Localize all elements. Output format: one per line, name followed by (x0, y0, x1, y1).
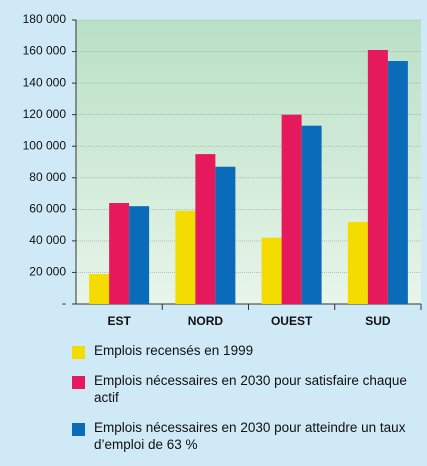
legend-swatch (72, 376, 85, 389)
bar (347, 221, 368, 304)
y-tick-label: 20 000 (29, 265, 66, 279)
y-tick-label: 120 000 (23, 107, 67, 121)
bar (215, 166, 236, 304)
chart: - 20 000 40 000 60 000 80 000 100 000 120 000 1… (23, 12, 422, 328)
y-tick-label: 160 000 (23, 44, 67, 58)
legend-swatch (72, 346, 85, 359)
legend-label: Emplois nécessaires en 2030 pour satisfa… (94, 373, 407, 405)
y-tick-label: 100 000 (23, 138, 67, 152)
bar (109, 203, 130, 304)
y-tick-label: 60 000 (29, 202, 66, 216)
y-tick-label: 180 000 (23, 12, 67, 26)
legend-item: Emplois recensés en 1999 (72, 342, 422, 359)
legend-label: Emplois recensés en 1999 (94, 343, 254, 358)
bar (89, 274, 110, 304)
x-tick-label: EST (107, 314, 131, 328)
bar (281, 114, 302, 305)
y-tick-label: 140 000 (23, 75, 67, 89)
bar (195, 154, 216, 304)
y-tick-label: 40 000 (29, 233, 66, 247)
y-tick-label: - (62, 296, 66, 310)
bar (367, 49, 388, 304)
legend: Emplois recensés en 1999 Emplois nécessai… (72, 342, 422, 466)
bar (261, 237, 282, 304)
bar (129, 206, 150, 304)
legend-swatch (72, 423, 85, 436)
legend-item: Emplois nécessaires en 2030 pour atteind… (72, 419, 422, 453)
y-tick-label: 80 000 (29, 170, 66, 184)
x-tick-label: SUD (365, 314, 391, 328)
legend-label: Emplois nécessaires en 2030 pour atteind… (94, 420, 406, 452)
x-tick-label: OUEST (271, 314, 313, 328)
legend-item: Emplois nécessaires en 2030 pour satisfa… (72, 372, 422, 406)
bar (301, 125, 322, 304)
x-tick-label: NORD (188, 314, 224, 328)
bar (175, 210, 196, 304)
bar (387, 61, 408, 305)
